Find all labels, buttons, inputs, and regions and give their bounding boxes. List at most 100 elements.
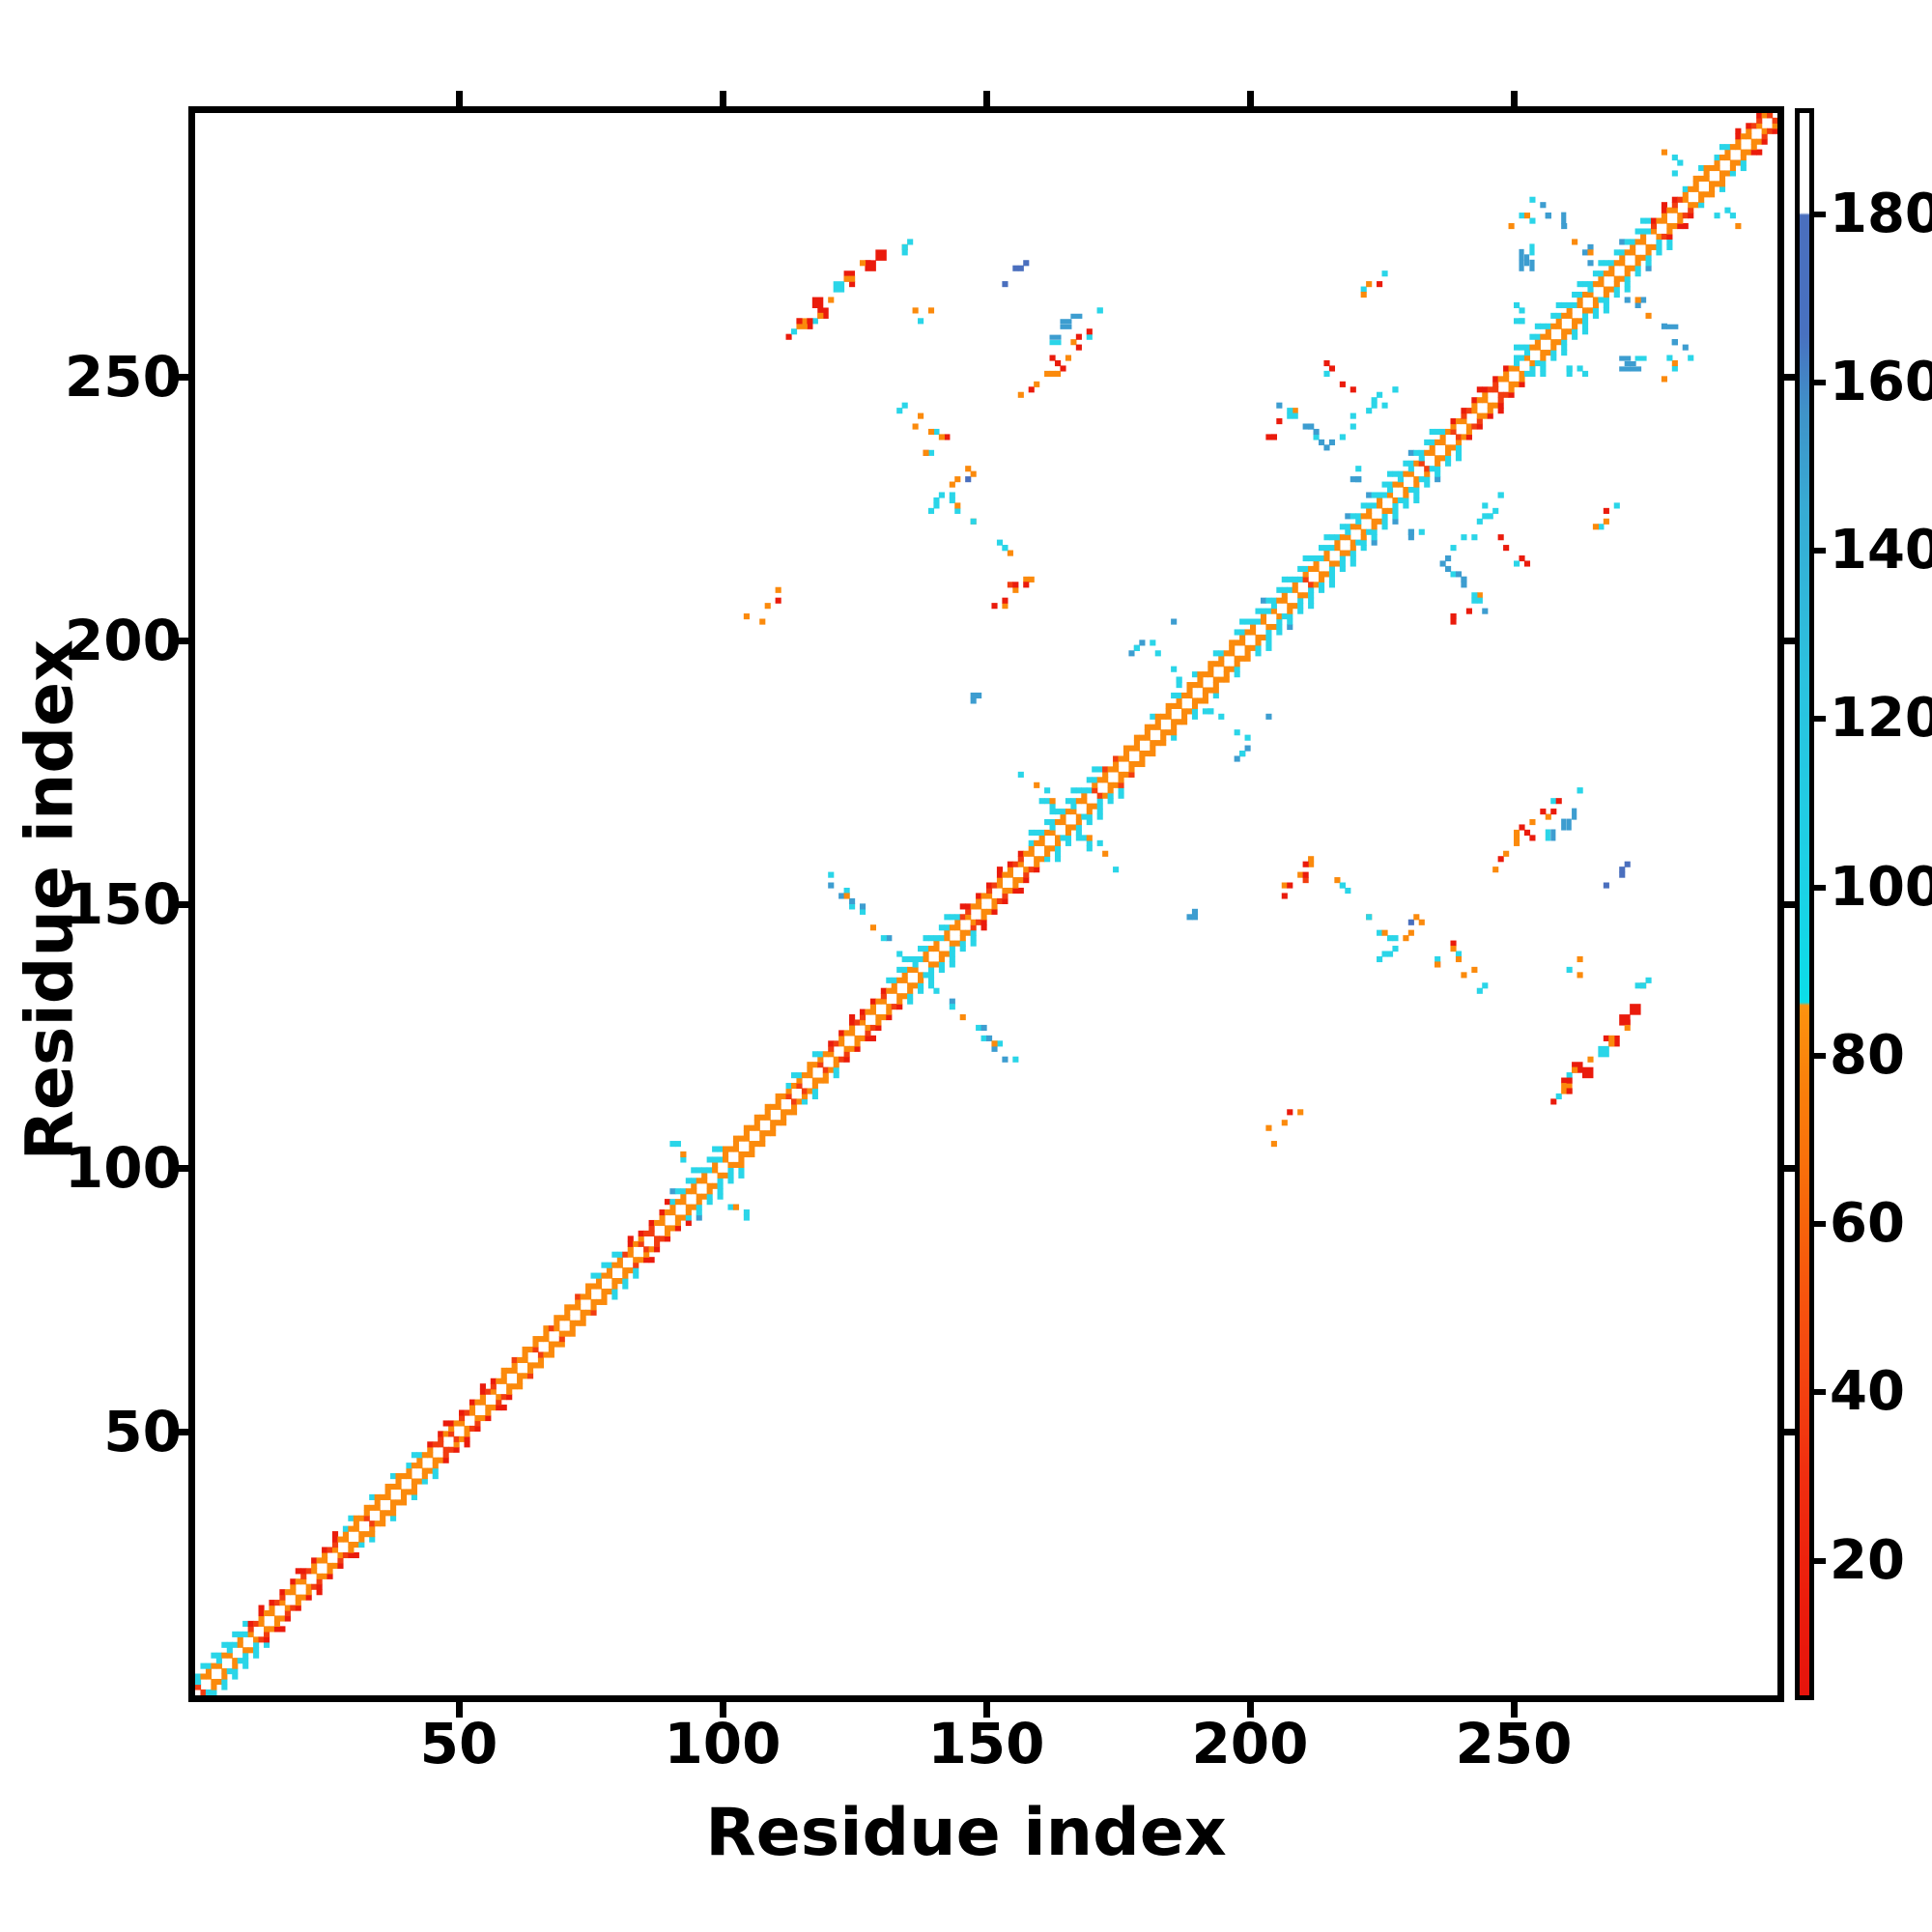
contact-cell	[1592, 301, 1600, 309]
contact-cell	[949, 951, 955, 957]
contact-cell	[459, 1409, 466, 1416]
contact-cell	[1729, 164, 1736, 172]
contact-cell	[1049, 809, 1056, 815]
contact-cell	[1075, 798, 1082, 805]
colorbar-tick-mark	[1814, 884, 1826, 891]
contact-cell	[1435, 470, 1441, 477]
contact-cell	[1735, 223, 1742, 230]
contact-cell	[590, 1283, 597, 1290]
contact-cell	[785, 1088, 792, 1094]
contact-cell	[1302, 871, 1309, 878]
contact-cell	[1581, 249, 1589, 256]
contact-cell	[1750, 138, 1757, 145]
contact-cell	[664, 1230, 671, 1236]
contact-cell	[633, 1272, 639, 1279]
contact-cell	[976, 893, 982, 899]
contact-cell	[1255, 650, 1262, 657]
contact-cell	[1465, 428, 1472, 436]
colorbar-tick-label: 100	[1830, 855, 1932, 919]
contact-cell	[1075, 813, 1082, 820]
contact-cell	[558, 1315, 565, 1321]
contact-cell	[1350, 386, 1356, 393]
contact-cell	[1407, 528, 1414, 535]
contact-cell	[1772, 128, 1777, 134]
contact-cell	[1281, 597, 1288, 604]
contact-cell	[1318, 545, 1325, 552]
contact-cell	[843, 893, 850, 899]
contact-cell	[1054, 370, 1062, 377]
contact-cell	[1308, 586, 1315, 593]
contact-cell	[442, 1431, 449, 1437]
contact-cell	[537, 1362, 545, 1369]
contact-cell	[221, 1684, 228, 1690]
contact-cell	[1028, 867, 1035, 873]
contact-cell	[1107, 798, 1114, 805]
contact-cell	[1471, 397, 1478, 404]
colorbar-tick-mark	[1814, 379, 1826, 385]
contact-cell	[1202, 708, 1208, 715]
contact-cell	[764, 1109, 771, 1116]
contact-cell	[1439, 439, 1446, 445]
contact-cell	[247, 1631, 254, 1637]
contact-cell	[1497, 397, 1504, 404]
contact-cell	[1656, 217, 1662, 224]
contact-cell	[1424, 439, 1431, 445]
contact-cell	[522, 1346, 528, 1353]
contact-cell	[1719, 170, 1726, 177]
contact-cell	[1007, 582, 1013, 588]
contact-cell	[331, 1547, 339, 1553]
contact-cell	[432, 1463, 439, 1469]
contact-cell	[1735, 133, 1742, 140]
colorbar-tick-mark	[1814, 716, 1826, 723]
contact-cell	[1455, 951, 1463, 957]
contact-cell	[1081, 798, 1088, 805]
contact-cell	[1540, 350, 1547, 356]
contact-cell	[1645, 977, 1652, 983]
contact-cell	[1508, 223, 1515, 230]
contact-cell	[490, 1378, 497, 1384]
contact-cell	[1598, 524, 1605, 530]
contact-cell	[616, 1262, 623, 1268]
contact-cell	[1065, 809, 1072, 815]
contact-cell	[522, 1351, 528, 1358]
contact-cell	[907, 987, 914, 994]
contact-cell	[1613, 502, 1620, 509]
contact-cell	[743, 1214, 750, 1221]
contact-cell	[1677, 196, 1684, 203]
contact-cell	[1060, 319, 1072, 325]
contact-cell	[1371, 524, 1378, 530]
contact-cell	[1555, 301, 1562, 309]
contact-cell	[1096, 809, 1103, 815]
contact-cell	[1735, 159, 1742, 166]
contact-cell	[918, 318, 924, 325]
contact-cell	[886, 977, 893, 983]
contact-cell	[226, 1647, 233, 1654]
contact-cell	[1545, 328, 1551, 335]
axis-tick-mark	[173, 1428, 188, 1435]
contact-cell	[1171, 666, 1178, 672]
contact-cell	[1223, 676, 1230, 683]
contact-cell	[706, 1167, 713, 1174]
contact-cell	[1044, 856, 1051, 863]
contact-cell	[811, 1051, 818, 1058]
contact-cell	[1017, 265, 1024, 271]
contact-cell	[263, 1626, 270, 1633]
contact-cell	[1540, 323, 1547, 329]
contact-cell	[918, 946, 924, 952]
contact-cell	[1577, 972, 1583, 979]
contact-cell	[1476, 592, 1483, 599]
contact-cell	[727, 1178, 734, 1184]
contact-cell	[416, 1457, 423, 1463]
contact-cell	[732, 1161, 740, 1168]
contact-cell	[1366, 281, 1373, 288]
contact-cell	[1581, 312, 1589, 319]
contact-cell	[843, 275, 850, 282]
contact-cell	[1260, 618, 1267, 625]
contact-cell	[273, 1626, 281, 1633]
contact-cell	[1461, 576, 1467, 582]
contact-cell	[1523, 213, 1531, 219]
contact-cell	[1671, 207, 1678, 213]
contact-cell	[869, 1004, 876, 1010]
contact-cell	[1086, 777, 1093, 783]
contact-cell	[1075, 824, 1082, 831]
